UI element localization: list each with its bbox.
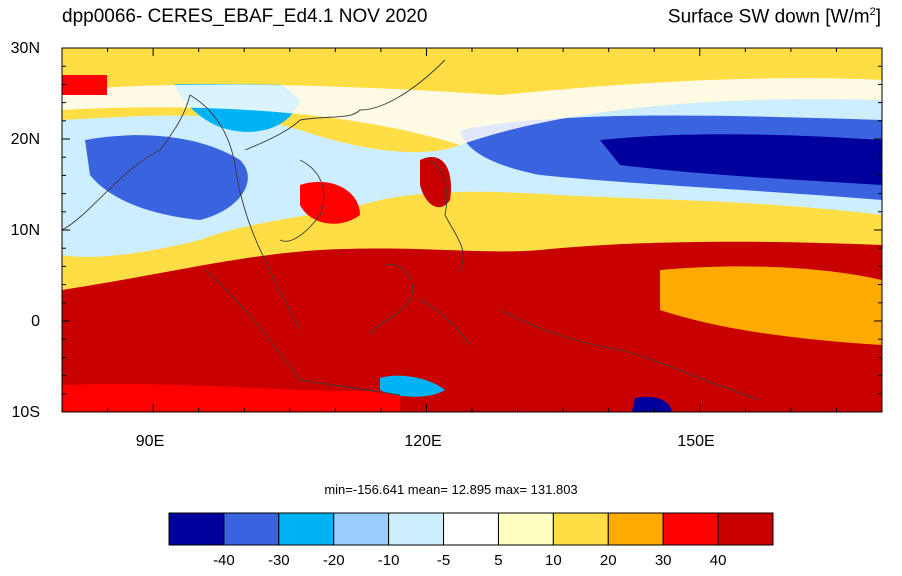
colorbar-swatch [717,512,774,546]
colorbar-tick-label: 20 [600,552,617,569]
anomaly-positive-region [62,383,400,412]
lon-label-120e: 120E [404,433,442,450]
colorbar-swatch [168,512,225,546]
anomaly-positive-region [62,48,882,95]
lon-label-150e: 150E [677,433,715,450]
colorbar-swatch [497,512,554,546]
colorbar-swatch [662,512,719,546]
anomaly-positive-region [300,181,360,224]
anomaly-positive-region [660,266,882,345]
colorbar-tick-label: 40 [710,552,727,569]
colorbar-tick-label: -5 [437,552,450,569]
map-field [62,48,882,412]
colorbar-tick-label: -10 [378,552,400,569]
lat-label-30n: 30N [10,40,40,57]
colorbar-tick-label: 10 [545,552,562,569]
title-right-text: Surface SW down [W/m [667,6,870,28]
plot-title-left: dpp0066- CERES_EBAF_Ed4.1 NOV 2020 [62,6,428,27]
lat-label-0: 0 [31,313,40,330]
anomaly-positive-patch [62,75,107,95]
anomaly-positive-region [420,156,451,208]
colorbar-swatch [552,512,609,546]
title-right-superscript: 2 [869,6,876,18]
lat-label-10n: 10N [10,222,40,239]
title-right-bracket: ] [875,6,881,28]
anomaly-negative-patch [380,375,445,397]
colorbar-swatch [607,512,664,546]
statistics-text: min=-156.641 mean= 12.895 max= 131.803 [324,482,578,497]
anomaly-neutral-region [62,78,882,145]
colorbar-tick-label: 30 [655,552,672,569]
anomaly-negative-patch [632,396,672,412]
colorbar-tick-label: 5 [494,552,502,569]
anomaly-negative-deep [600,134,882,185]
lat-label-20n: 20N [10,131,40,148]
colorbar-swatch [333,512,390,546]
colorbar-tick-label: -40 [213,552,235,569]
colorbar-tick-label: -20 [323,552,345,569]
coastlines [62,59,761,401]
axis-ticks [61,47,883,413]
colorbar-swatch [223,512,280,546]
anomaly-negative-core [85,135,248,220]
colorbar-swatch [278,512,335,546]
lon-label-90e: 90E [135,433,165,450]
colorbar-tick-label: -30 [268,552,290,569]
plot-title-right: Surface SW down [W/m2] [668,6,881,28]
colorbar-swatch [443,512,499,546]
lat-label-10s: 10S [11,404,40,421]
colorbar-swatch [388,512,445,546]
